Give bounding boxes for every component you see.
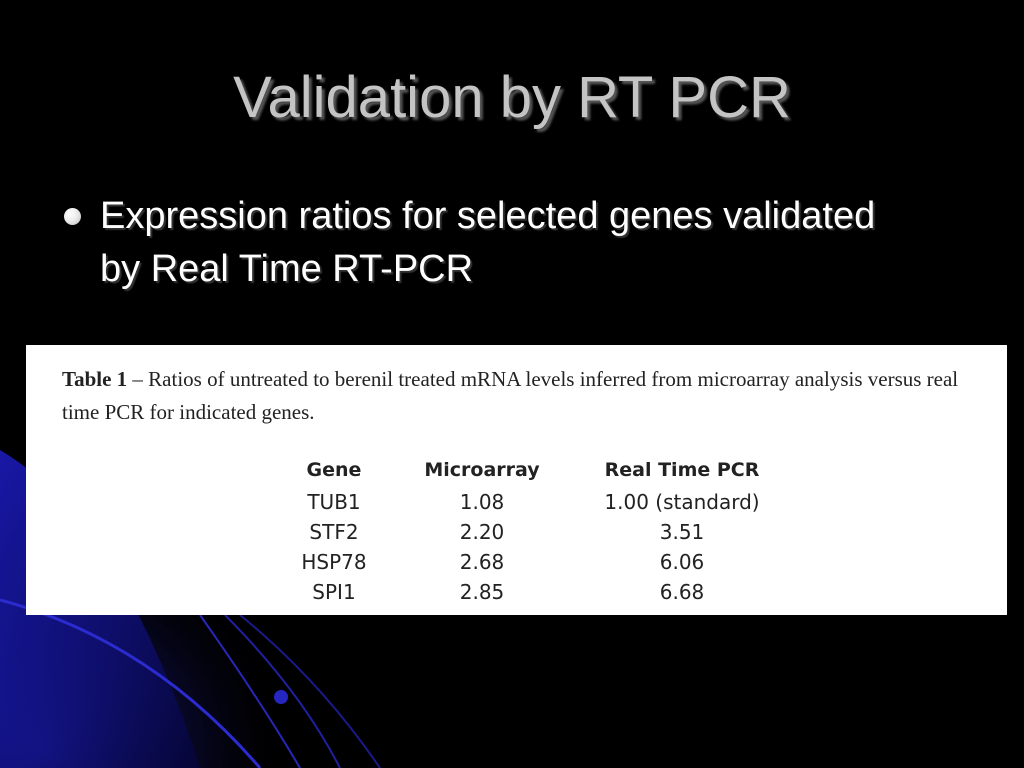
table-row: STF2 2.20 3.51 xyxy=(266,517,802,547)
table-cell-gene: HSP78 xyxy=(301,550,367,574)
table-cell-real-time-pcr: 1.00 (standard) xyxy=(604,490,760,514)
table-cell-microarray: 2.68 xyxy=(459,550,505,574)
table-cell-microarray: 1.08 xyxy=(459,490,505,514)
table-cell-gene: STF2 xyxy=(309,520,359,544)
table-row: SPI1 2.85 6.68 xyxy=(266,577,802,607)
table-caption-text: – Ratios of untreated to berenil treated… xyxy=(62,367,959,424)
data-table: Gene Microarray Real Time PCR TUB1 1.08 … xyxy=(266,453,802,607)
table-figure: Table 1 – Ratios of untreated to berenil… xyxy=(26,345,1007,615)
table-cell-gene: SPI1 xyxy=(312,580,356,604)
table-cell-microarray: 2.20 xyxy=(459,520,505,544)
table-header-row: Gene Microarray Real Time PCR xyxy=(266,453,802,487)
table-cell-real-time-pcr: 6.68 xyxy=(659,580,705,604)
bullet-text: Expression ratios for selected genes val… xyxy=(100,195,876,290)
column-header-real-time-pcr: Real Time PCR xyxy=(604,459,760,481)
bullet-dot-icon xyxy=(64,208,81,225)
column-header-microarray: Microarray xyxy=(424,459,540,481)
table-caption-label: Table 1 xyxy=(62,367,128,391)
slide-title: Validation by RT PCR xyxy=(233,65,791,130)
decorative-dot-icon xyxy=(274,690,288,704)
table-row: TUB1 1.08 1.00 (standard) xyxy=(266,487,802,517)
table-cell-microarray: 2.85 xyxy=(459,580,505,604)
table-row: HSP78 2.68 6.06 xyxy=(266,547,802,577)
table-cell-real-time-pcr: 3.51 xyxy=(659,520,705,544)
table-cell-real-time-pcr: 6.06 xyxy=(659,550,705,574)
column-header-gene: Gene xyxy=(306,459,362,481)
table-cell-gene: TUB1 xyxy=(307,490,361,514)
table-caption: Table 1 – Ratios of untreated to berenil… xyxy=(62,363,992,429)
